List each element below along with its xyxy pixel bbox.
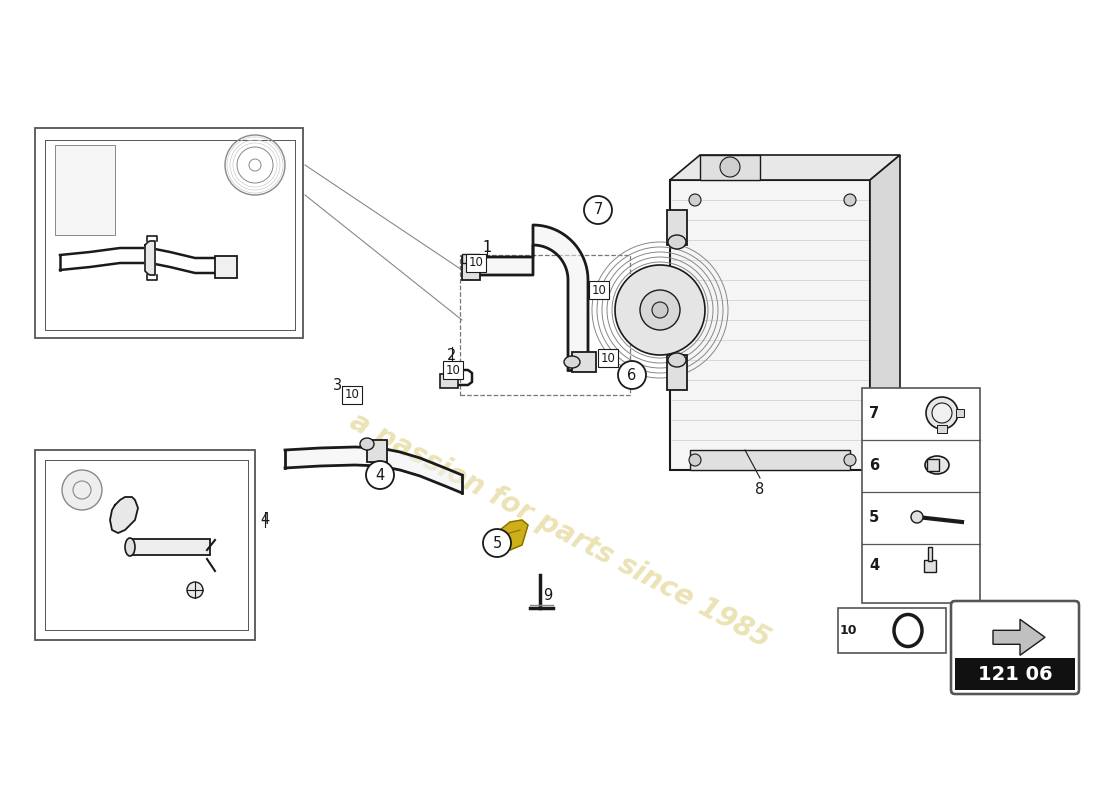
Circle shape: [926, 397, 958, 429]
Text: 8: 8: [756, 482, 764, 498]
Text: 6: 6: [869, 458, 879, 473]
Circle shape: [652, 302, 668, 318]
Bar: [667, 210, 688, 245]
Text: 6: 6: [627, 367, 637, 382]
Circle shape: [689, 194, 701, 206]
Text: 5: 5: [493, 535, 502, 550]
Text: 10: 10: [839, 624, 857, 637]
Bar: [956, 409, 964, 417]
Bar: [367, 440, 387, 462]
Polygon shape: [498, 520, 528, 550]
Bar: [440, 374, 458, 388]
Bar: [690, 450, 850, 470]
Text: 10: 10: [446, 363, 461, 377]
Polygon shape: [670, 180, 870, 470]
Bar: [214, 256, 236, 278]
Polygon shape: [285, 447, 462, 493]
Text: 4: 4: [375, 467, 385, 482]
Circle shape: [615, 265, 705, 355]
Bar: [462, 254, 480, 263]
Text: 7: 7: [593, 202, 603, 218]
Text: 3: 3: [332, 378, 342, 394]
Text: 121 06: 121 06: [978, 665, 1053, 683]
Ellipse shape: [668, 235, 686, 249]
Bar: [937, 425, 947, 433]
Bar: [667, 355, 688, 390]
Polygon shape: [110, 497, 138, 533]
Polygon shape: [145, 241, 155, 275]
Bar: [460, 255, 630, 395]
Bar: [35, 450, 255, 640]
Bar: [572, 352, 596, 372]
Text: 10: 10: [592, 283, 606, 297]
Polygon shape: [993, 619, 1045, 655]
Text: 10: 10: [344, 389, 360, 402]
Text: 7: 7: [869, 406, 879, 421]
Circle shape: [366, 461, 394, 489]
Circle shape: [640, 290, 680, 330]
Polygon shape: [997, 638, 1045, 655]
Bar: [130, 539, 210, 555]
Bar: [35, 128, 302, 338]
Text: 9: 9: [543, 587, 552, 602]
Circle shape: [584, 196, 612, 224]
Text: 2: 2: [448, 347, 456, 362]
Circle shape: [932, 403, 952, 423]
Bar: [462, 257, 480, 280]
Ellipse shape: [668, 353, 686, 367]
Text: 4: 4: [869, 558, 879, 573]
Text: 1: 1: [483, 241, 492, 255]
Ellipse shape: [125, 538, 135, 556]
Circle shape: [187, 582, 204, 598]
Circle shape: [911, 511, 923, 523]
Ellipse shape: [925, 456, 949, 474]
Bar: [927, 459, 939, 471]
Polygon shape: [670, 155, 900, 180]
Polygon shape: [870, 155, 900, 470]
Circle shape: [844, 454, 856, 466]
Bar: [928, 547, 932, 561]
Circle shape: [483, 529, 512, 557]
Text: 10: 10: [469, 257, 483, 270]
Ellipse shape: [564, 356, 580, 368]
Circle shape: [844, 194, 856, 206]
Circle shape: [618, 361, 646, 389]
Polygon shape: [700, 155, 760, 180]
Text: a passion for parts since 1985: a passion for parts since 1985: [345, 407, 774, 653]
Circle shape: [689, 454, 701, 466]
Circle shape: [62, 470, 102, 510]
FancyBboxPatch shape: [952, 601, 1079, 694]
Polygon shape: [465, 225, 588, 370]
Text: 10: 10: [601, 351, 615, 365]
Circle shape: [720, 157, 740, 177]
Bar: [862, 388, 980, 603]
Text: 4: 4: [261, 513, 270, 527]
Bar: [838, 608, 946, 653]
Ellipse shape: [360, 438, 374, 450]
Bar: [955, 658, 1075, 690]
Bar: [924, 560, 936, 572]
Text: 5: 5: [869, 510, 879, 525]
Bar: [55, 145, 116, 235]
